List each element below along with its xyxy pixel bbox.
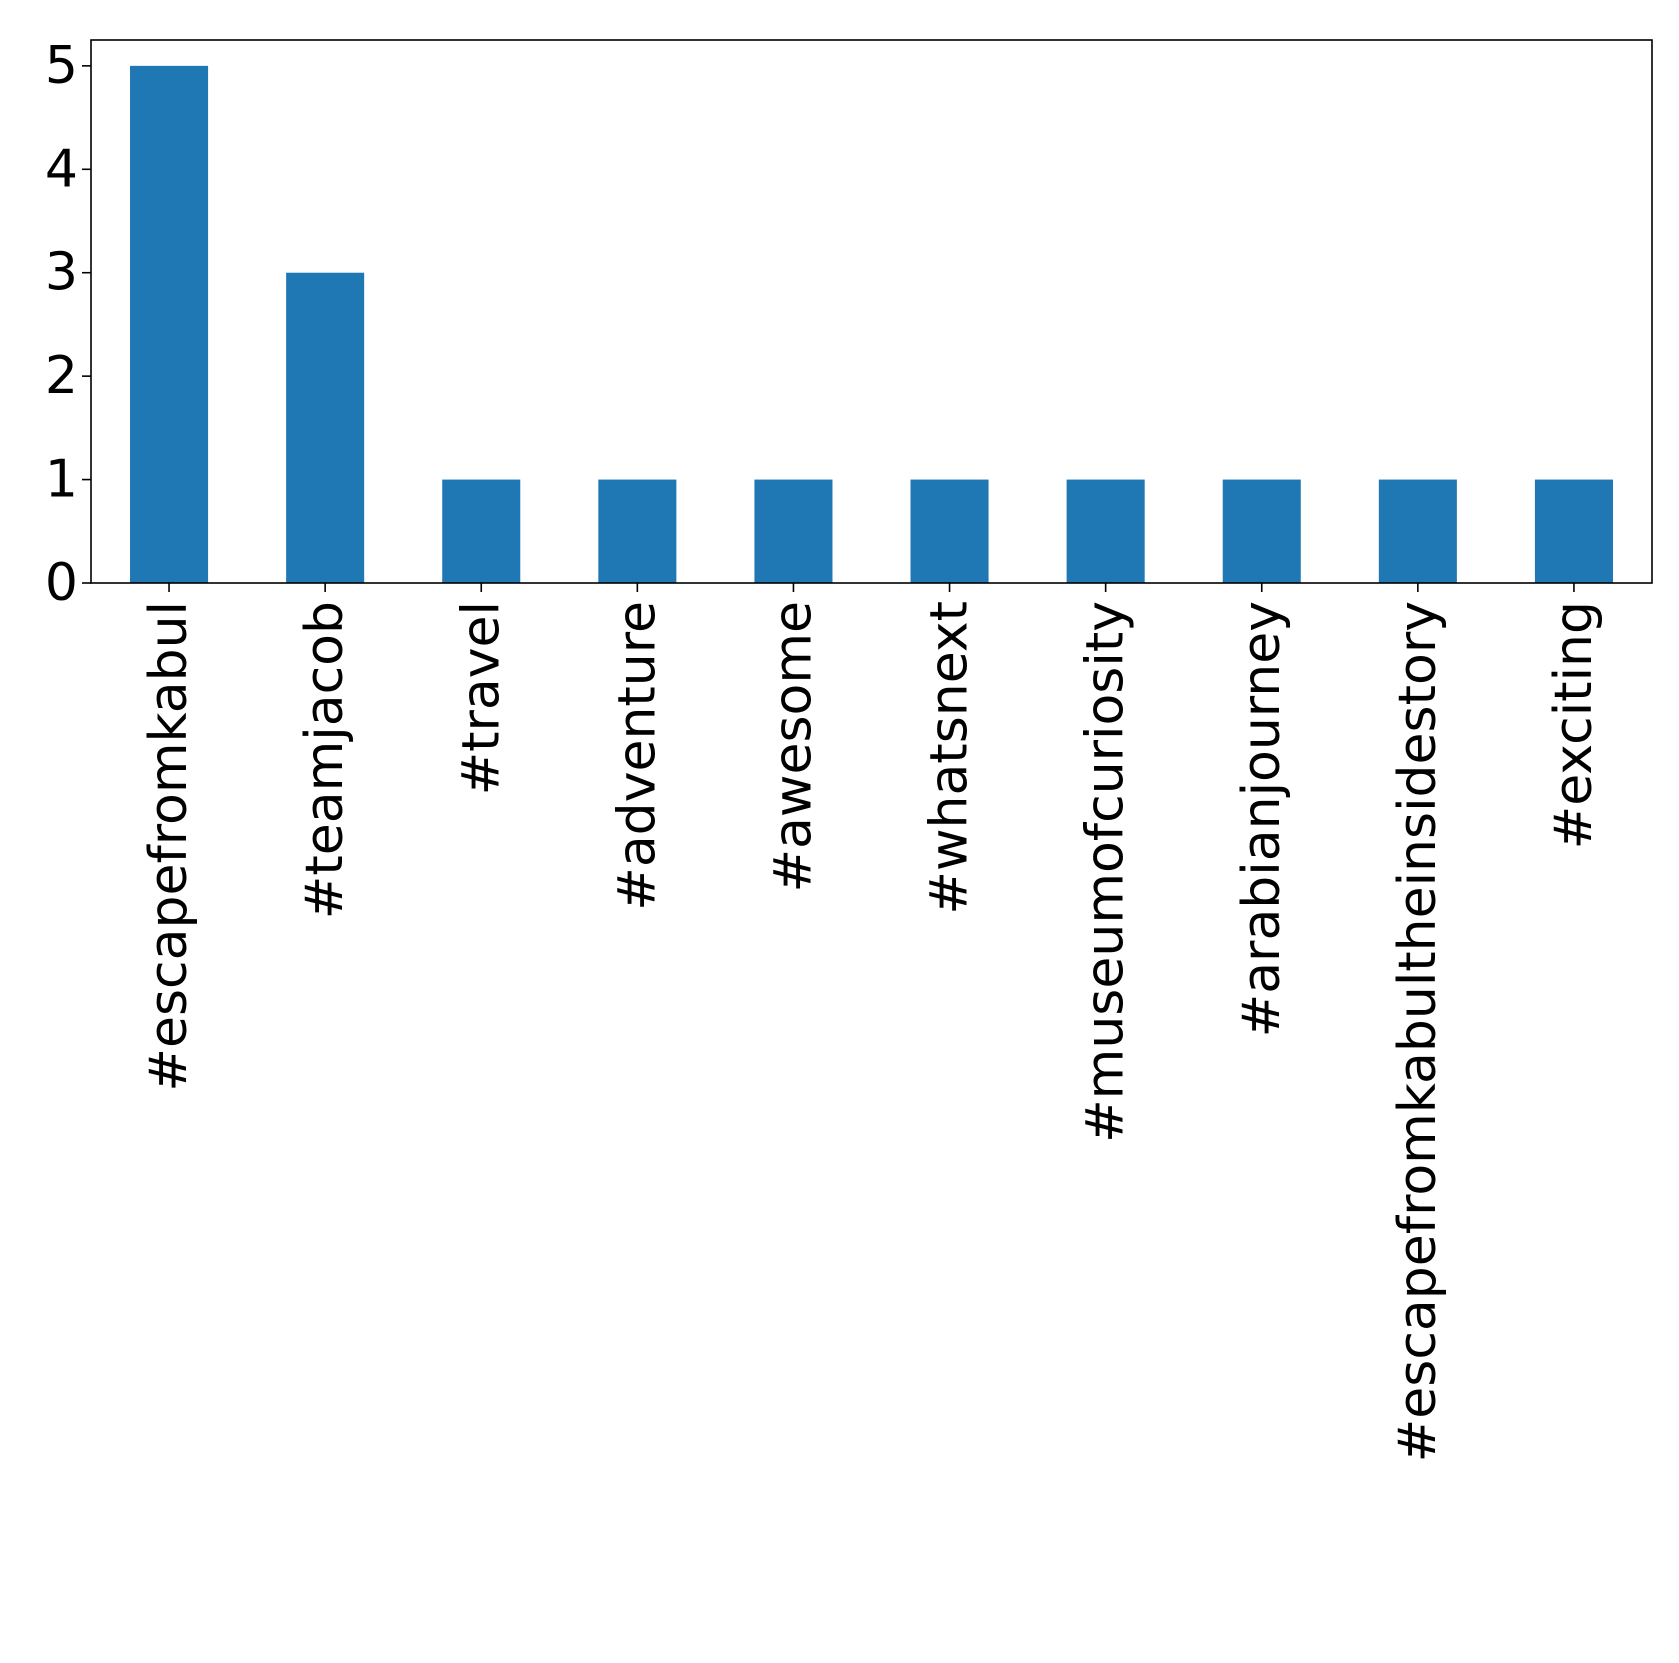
x-tick-label: #awesome <box>763 601 823 893</box>
x-tick-label: #travel <box>451 601 511 795</box>
x-tick-label: #exciting <box>1544 601 1604 849</box>
bar <box>286 272 365 583</box>
bar <box>1066 479 1145 583</box>
bar <box>598 479 677 583</box>
y-tick-label: 1 <box>45 450 78 510</box>
x-tick-label: #teamjacob <box>295 601 355 919</box>
y-tick-label: 2 <box>45 346 78 406</box>
x-axis: #escapefromkabul #teamjacob #travel #advent… <box>139 583 1604 1462</box>
bar <box>754 479 833 583</box>
x-tick-label: #adventure <box>607 601 667 911</box>
y-tick-label: 5 <box>45 36 78 96</box>
bar <box>442 479 521 583</box>
y-axis: 0 1 2 3 4 5 <box>45 36 91 613</box>
bars-group <box>130 65 1613 584</box>
y-tick-label: 3 <box>45 243 78 303</box>
x-tick-label: #whatsnext <box>920 601 980 915</box>
bar <box>1534 479 1613 583</box>
bar <box>1378 479 1457 583</box>
plot-frame <box>90 39 1653 584</box>
y-tick-label: 0 <box>45 553 78 613</box>
y-tick-label: 4 <box>45 139 78 199</box>
bar <box>1222 479 1301 583</box>
x-tick-label: #escapefromkabultheinsidestory <box>1388 601 1448 1462</box>
bar <box>910 479 989 583</box>
x-tick-label: #escapefromkabul <box>139 601 199 1092</box>
x-tick-label: #museumofcuriosity <box>1076 601 1136 1143</box>
x-tick-label: #arabianjourney <box>1232 601 1292 1037</box>
bar <box>130 65 209 584</box>
